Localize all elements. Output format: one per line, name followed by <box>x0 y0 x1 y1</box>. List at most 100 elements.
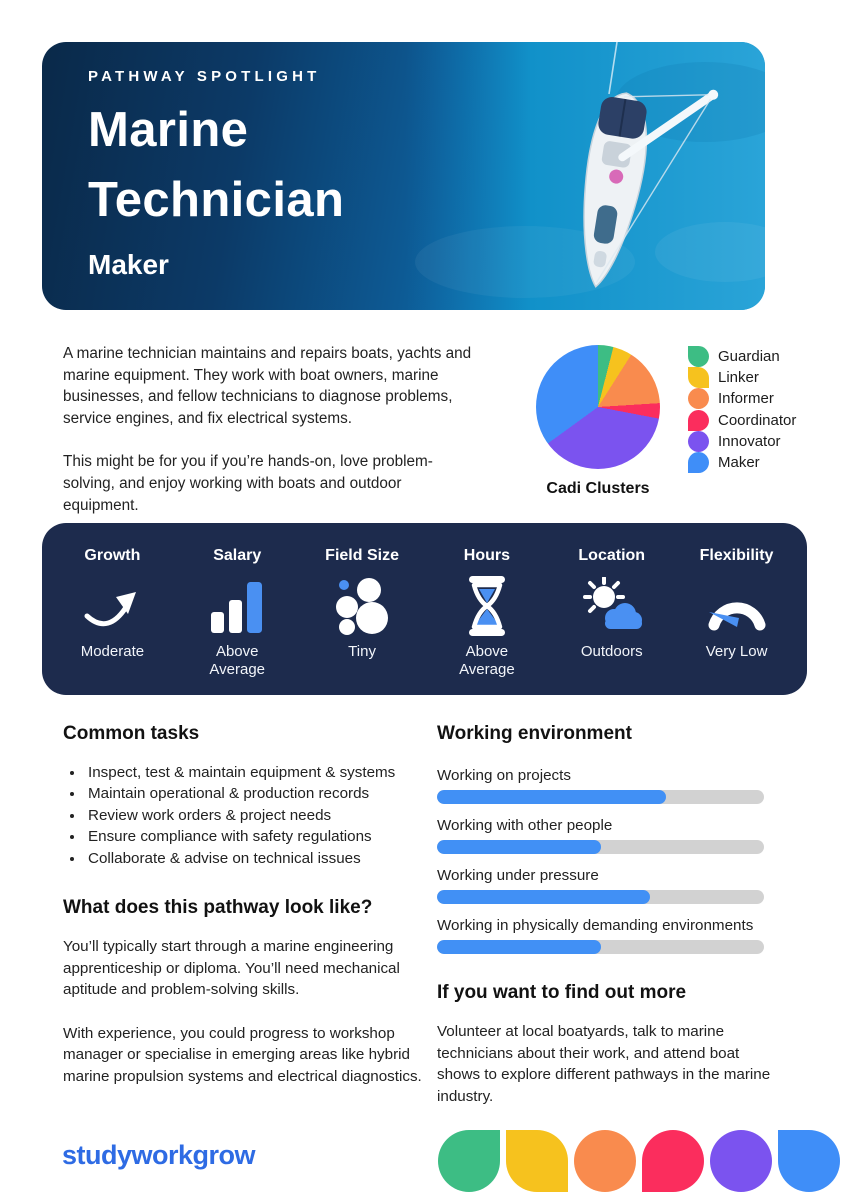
pie-chart-title: Cadi Clusters <box>546 480 650 497</box>
stat-location: Location <box>549 523 674 695</box>
title-line-2: Technician <box>88 173 345 227</box>
environment-bar-group: Working in physically demanding environm… <box>437 916 764 954</box>
brand-shape-orange-icon <box>574 1130 636 1192</box>
legend-item: Linker <box>688 367 796 389</box>
stat-field-size: Field Size Tiny <box>300 523 425 695</box>
informer-swatch-icon <box>688 388 709 410</box>
stat-value: Tiny <box>348 643 376 660</box>
legend-item: Maker <box>688 452 796 474</box>
sun-cloud-icon <box>580 573 644 639</box>
progress-track <box>437 790 764 804</box>
brand-shape-blue-icon <box>778 1130 840 1192</box>
brand-shape-yellow-icon <box>506 1130 568 1192</box>
gauge-icon <box>706 573 768 639</box>
studyworkgrow-logo: studyworkgrow <box>62 1140 256 1170</box>
brand-shape-red-icon <box>642 1130 704 1192</box>
cluster-label: Maker <box>88 249 169 280</box>
intro-text: A marine technician maintains and repair… <box>63 343 477 516</box>
pathway-paragraph-2: With experience, you could progress to w… <box>63 1024 422 1085</box>
environment-bar-label: Working on projects <box>437 767 571 784</box>
pathway-heading: What does this pathway look like? <box>63 897 373 918</box>
legend-item: Informer <box>688 388 796 410</box>
bubble-cluster-icon <box>334 573 390 639</box>
task-item: Review work orders & project needs <box>85 805 431 826</box>
stat-value: Outdoors <box>580 643 643 660</box>
legend-item: Guardian <box>688 346 796 368</box>
coordinator-swatch-icon <box>688 409 709 431</box>
stat-label: Hours <box>463 547 511 564</box>
sailboat <box>583 89 719 288</box>
stat-label: Salary <box>213 547 262 564</box>
stat-value: Above Average <box>459 643 515 678</box>
task-item: Inspect, test & maintain equipment & sys… <box>85 762 431 783</box>
stat-growth: Growth Moderate <box>50 523 175 695</box>
working-environment-heading: Working environment <box>437 723 632 744</box>
find-out-more-paragraph: Volunteer at local boatyards, talk to ma… <box>437 1023 771 1105</box>
hourglass-icon <box>461 573 513 639</box>
find-out-more-heading: If you want to find out more <box>437 982 687 1003</box>
hero-banner: PATHWAY SPOTLIGHT Marine Technician Make… <box>42 42 765 310</box>
title-line-1: Marine <box>88 103 249 157</box>
environment-bars: Working on projects Working with other p… <box>437 766 764 954</box>
stat-value: Very Low <box>705 643 768 660</box>
environment-bar-group: Working under pressure <box>437 866 764 904</box>
pie-chart <box>536 345 660 469</box>
legend-label: Innovator <box>718 432 781 450</box>
legend-label: Linker <box>718 369 759 387</box>
legend-label: Informer <box>718 390 774 408</box>
task-item: Collaborate & advise on technical issues <box>85 848 431 869</box>
stat-label: Growth <box>84 547 141 564</box>
legend-label: Guardian <box>718 348 780 366</box>
brand-shapes <box>438 1130 840 1192</box>
environment-bar-label: Working in physically demanding environm… <box>437 917 754 934</box>
environment-bar-group: Working on projects <box>437 766 764 804</box>
progress-fill <box>437 890 650 904</box>
stat-label: Flexibility <box>699 547 774 564</box>
stat-label: Field Size <box>325 547 399 564</box>
common-tasks-heading: Common tasks <box>63 723 200 744</box>
task-item: Ensure compliance with safety regulation… <box>85 826 431 847</box>
find-out-more-section: If you want to find out more Volunteer a… <box>437 982 777 1107</box>
eyebrow-label: PATHWAY SPOTLIGHT <box>88 68 321 85</box>
pathway-paragraph-1: You’ll typically start through a marine … <box>63 938 400 998</box>
brand-shape-purple-icon <box>710 1130 772 1192</box>
stat-value: Above Average <box>209 643 266 678</box>
cadi-clusters-chart: Cadi Clusters Guardian Linker Informer C… <box>536 345 796 498</box>
growth-trend-icon <box>83 573 141 639</box>
legend-label: Maker <box>718 454 760 472</box>
intro-paragraph-2: This might be for you if you’re hands-on… <box>63 453 433 514</box>
page-title: Marine Technician <box>88 95 344 235</box>
brand-shape-green-icon <box>438 1130 500 1192</box>
stats-panel: Growth Moderate Salary Above Average <box>42 523 807 695</box>
progress-track <box>437 840 764 854</box>
progress-fill <box>437 840 601 854</box>
environment-bar-label: Working with other people <box>437 817 613 834</box>
common-tasks-section: Common tasks Inspect, test & maintain eq… <box>63 723 431 869</box>
stat-salary: Salary Above Average <box>175 523 300 695</box>
stat-value: Moderate <box>80 643 145 660</box>
legend-item: Coordinator <box>688 409 797 431</box>
sailboat-aerial-photo <box>405 42 765 310</box>
pie-legend: Guardian Linker Informer Coordinator Inn… <box>688 345 796 498</box>
innovator-swatch-icon <box>688 430 709 452</box>
linker-swatch-icon <box>688 367 709 389</box>
bar-chart-icon <box>210 573 264 639</box>
intro-paragraph-1: A marine technician maintains and repair… <box>63 345 472 427</box>
environment-bar-label: Working under pressure <box>437 867 599 884</box>
task-item: Maintain operational & production record… <box>85 783 431 804</box>
pathway-section: What does this pathway look like? You’ll… <box>63 897 435 1087</box>
stat-hours: Hours Above Average <box>424 523 549 695</box>
maker-swatch-icon <box>688 452 709 474</box>
stat-flexibility: Flexibility Very Low <box>674 523 799 695</box>
guardian-swatch-icon <box>688 346 709 368</box>
legend-item: Innovator <box>688 430 796 452</box>
working-environment-section: Working environment Working on projects … <box>437 723 764 966</box>
progress-track <box>437 890 764 904</box>
environment-bar-group: Working with other people <box>437 816 764 854</box>
legend-label: Coordinator <box>718 411 797 429</box>
progress-fill <box>437 940 601 954</box>
common-tasks-list: Inspect, test & maintain equipment & sys… <box>63 762 431 869</box>
progress-track <box>437 940 764 954</box>
stat-label: Location <box>578 547 646 564</box>
